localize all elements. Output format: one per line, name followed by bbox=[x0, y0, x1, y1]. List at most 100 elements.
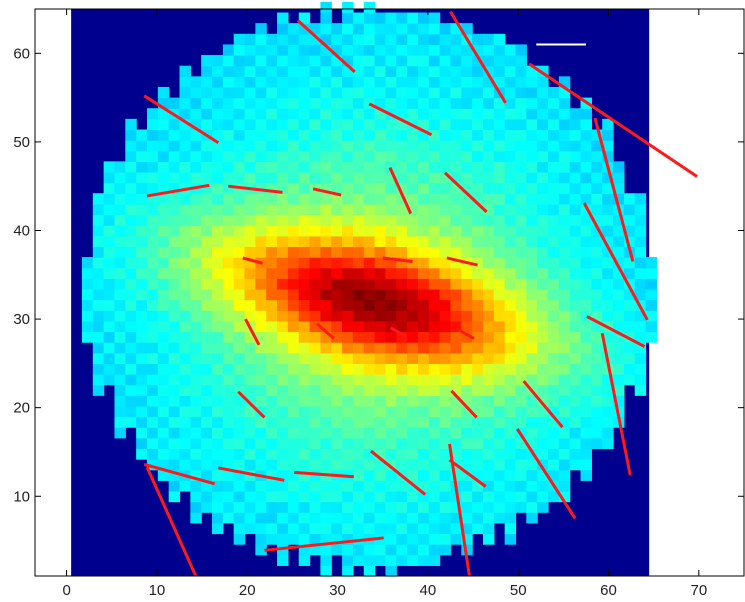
heatmap-cell bbox=[277, 118, 289, 131]
heatmap-cell bbox=[125, 342, 137, 354]
polarization-vector bbox=[312, 187, 342, 197]
heatmap-cell bbox=[407, 203, 419, 216]
heatmap-cell bbox=[103, 246, 116, 258]
heatmap-cell bbox=[558, 235, 571, 248]
heatmap-cell bbox=[482, 76, 495, 88]
heatmap-cell bbox=[537, 342, 549, 354]
heatmap-cell bbox=[537, 427, 549, 439]
heatmap-cell bbox=[558, 469, 571, 481]
heatmap-cell bbox=[190, 97, 202, 109]
heatmap-cell bbox=[233, 342, 246, 354]
heatmap-cell bbox=[157, 97, 170, 109]
heatmap-cell bbox=[493, 76, 506, 88]
heatmap-cell bbox=[407, 288, 419, 301]
heatmap-cell bbox=[179, 129, 191, 141]
heatmap-cell bbox=[352, 23, 365, 35]
heatmap-cell bbox=[212, 374, 224, 386]
heatmap-cell bbox=[233, 140, 246, 152]
heatmap-cell bbox=[146, 182, 159, 194]
heatmap-cell bbox=[190, 342, 202, 354]
heatmap-cell bbox=[504, 437, 517, 450]
heatmap-cell bbox=[407, 310, 419, 322]
heatmap-cell bbox=[114, 374, 126, 386]
heatmap-cell bbox=[504, 384, 517, 396]
heatmap-cell bbox=[190, 437, 202, 450]
heatmap-cell bbox=[591, 352, 603, 364]
heatmap-cell bbox=[287, 97, 300, 109]
heatmap-cell bbox=[157, 363, 170, 375]
heatmap-cell bbox=[634, 320, 647, 333]
heatmap-cell bbox=[363, 395, 376, 407]
heatmap-cell bbox=[309, 278, 322, 290]
heatmap-cell bbox=[136, 278, 148, 290]
heatmap-cell bbox=[309, 193, 322, 205]
heatmap-cell bbox=[569, 108, 582, 120]
heatmap-cell bbox=[580, 352, 592, 364]
heatmap-cell bbox=[363, 108, 376, 120]
heatmap-cell bbox=[298, 86, 311, 99]
heatmap-cell bbox=[266, 416, 278, 428]
heatmap-cell bbox=[558, 310, 571, 322]
heatmap-cell bbox=[461, 533, 473, 545]
heatmap-cell bbox=[212, 522, 224, 535]
heatmap-cell bbox=[255, 278, 267, 290]
heatmap-cell bbox=[233, 225, 246, 237]
heatmap-cell bbox=[168, 427, 181, 439]
heatmap-cell bbox=[548, 140, 560, 152]
heatmap-cell bbox=[569, 267, 582, 279]
heatmap-cell bbox=[233, 384, 246, 396]
heatmap-cell bbox=[222, 427, 235, 439]
heatmap-cell bbox=[287, 331, 300, 343]
heatmap-cell bbox=[580, 267, 592, 279]
heatmap-cell bbox=[407, 395, 419, 407]
heatmap-cell bbox=[482, 363, 495, 375]
heatmap-cell bbox=[396, 203, 408, 216]
heatmap-cell bbox=[482, 182, 495, 194]
heatmap-cell bbox=[385, 23, 397, 35]
heatmap-cell bbox=[580, 225, 592, 237]
heatmap-cell bbox=[92, 374, 105, 386]
heatmap-cell bbox=[92, 257, 105, 269]
heatmap-cell bbox=[92, 363, 105, 375]
x-tick-label: 0 bbox=[62, 582, 70, 599]
heatmap-cell bbox=[407, 65, 419, 77]
heatmap-cell bbox=[201, 214, 213, 226]
heatmap-cell bbox=[342, 544, 354, 556]
heatmap-cell bbox=[493, 459, 506, 471]
heatmap-cell bbox=[472, 384, 484, 396]
heatmap-cell bbox=[342, 55, 354, 67]
heatmap-cell bbox=[461, 522, 473, 535]
heatmap-cell bbox=[428, 288, 441, 301]
heatmap-cell bbox=[504, 203, 517, 216]
heatmap-cell bbox=[569, 246, 582, 258]
heatmap-cell bbox=[320, 310, 332, 322]
heatmap-cell bbox=[352, 65, 365, 77]
heatmap-cell bbox=[439, 225, 452, 237]
heatmap-cell bbox=[309, 267, 322, 279]
heatmap-cell bbox=[222, 65, 235, 77]
heatmap-cell bbox=[472, 480, 484, 492]
heatmap-cell bbox=[558, 352, 571, 364]
heatmap-cell bbox=[342, 129, 354, 141]
heatmap-cell bbox=[558, 405, 571, 418]
heatmap-cell bbox=[331, 278, 343, 290]
heatmap-cell bbox=[363, 140, 376, 152]
heatmap-cell bbox=[125, 310, 137, 322]
heatmap-cell bbox=[504, 299, 517, 311]
heatmap-cell bbox=[352, 55, 365, 67]
heatmap-cell bbox=[407, 427, 419, 439]
heatmap-cell bbox=[222, 161, 235, 173]
heatmap-cell bbox=[613, 257, 625, 269]
heatmap-cell bbox=[450, 384, 462, 396]
heatmap-cell bbox=[591, 257, 603, 269]
heatmap-cell bbox=[526, 108, 538, 120]
heatmap-cell bbox=[493, 299, 506, 311]
heatmap-cell bbox=[320, 108, 332, 120]
heatmap-cell bbox=[439, 363, 452, 375]
heatmap-cell bbox=[417, 310, 430, 322]
heatmap-cell bbox=[385, 469, 397, 481]
heatmap-cell bbox=[287, 44, 300, 56]
heatmap-cell bbox=[439, 512, 452, 524]
y-tick-label: 40 bbox=[13, 222, 30, 239]
heatmap-cell bbox=[580, 437, 592, 450]
